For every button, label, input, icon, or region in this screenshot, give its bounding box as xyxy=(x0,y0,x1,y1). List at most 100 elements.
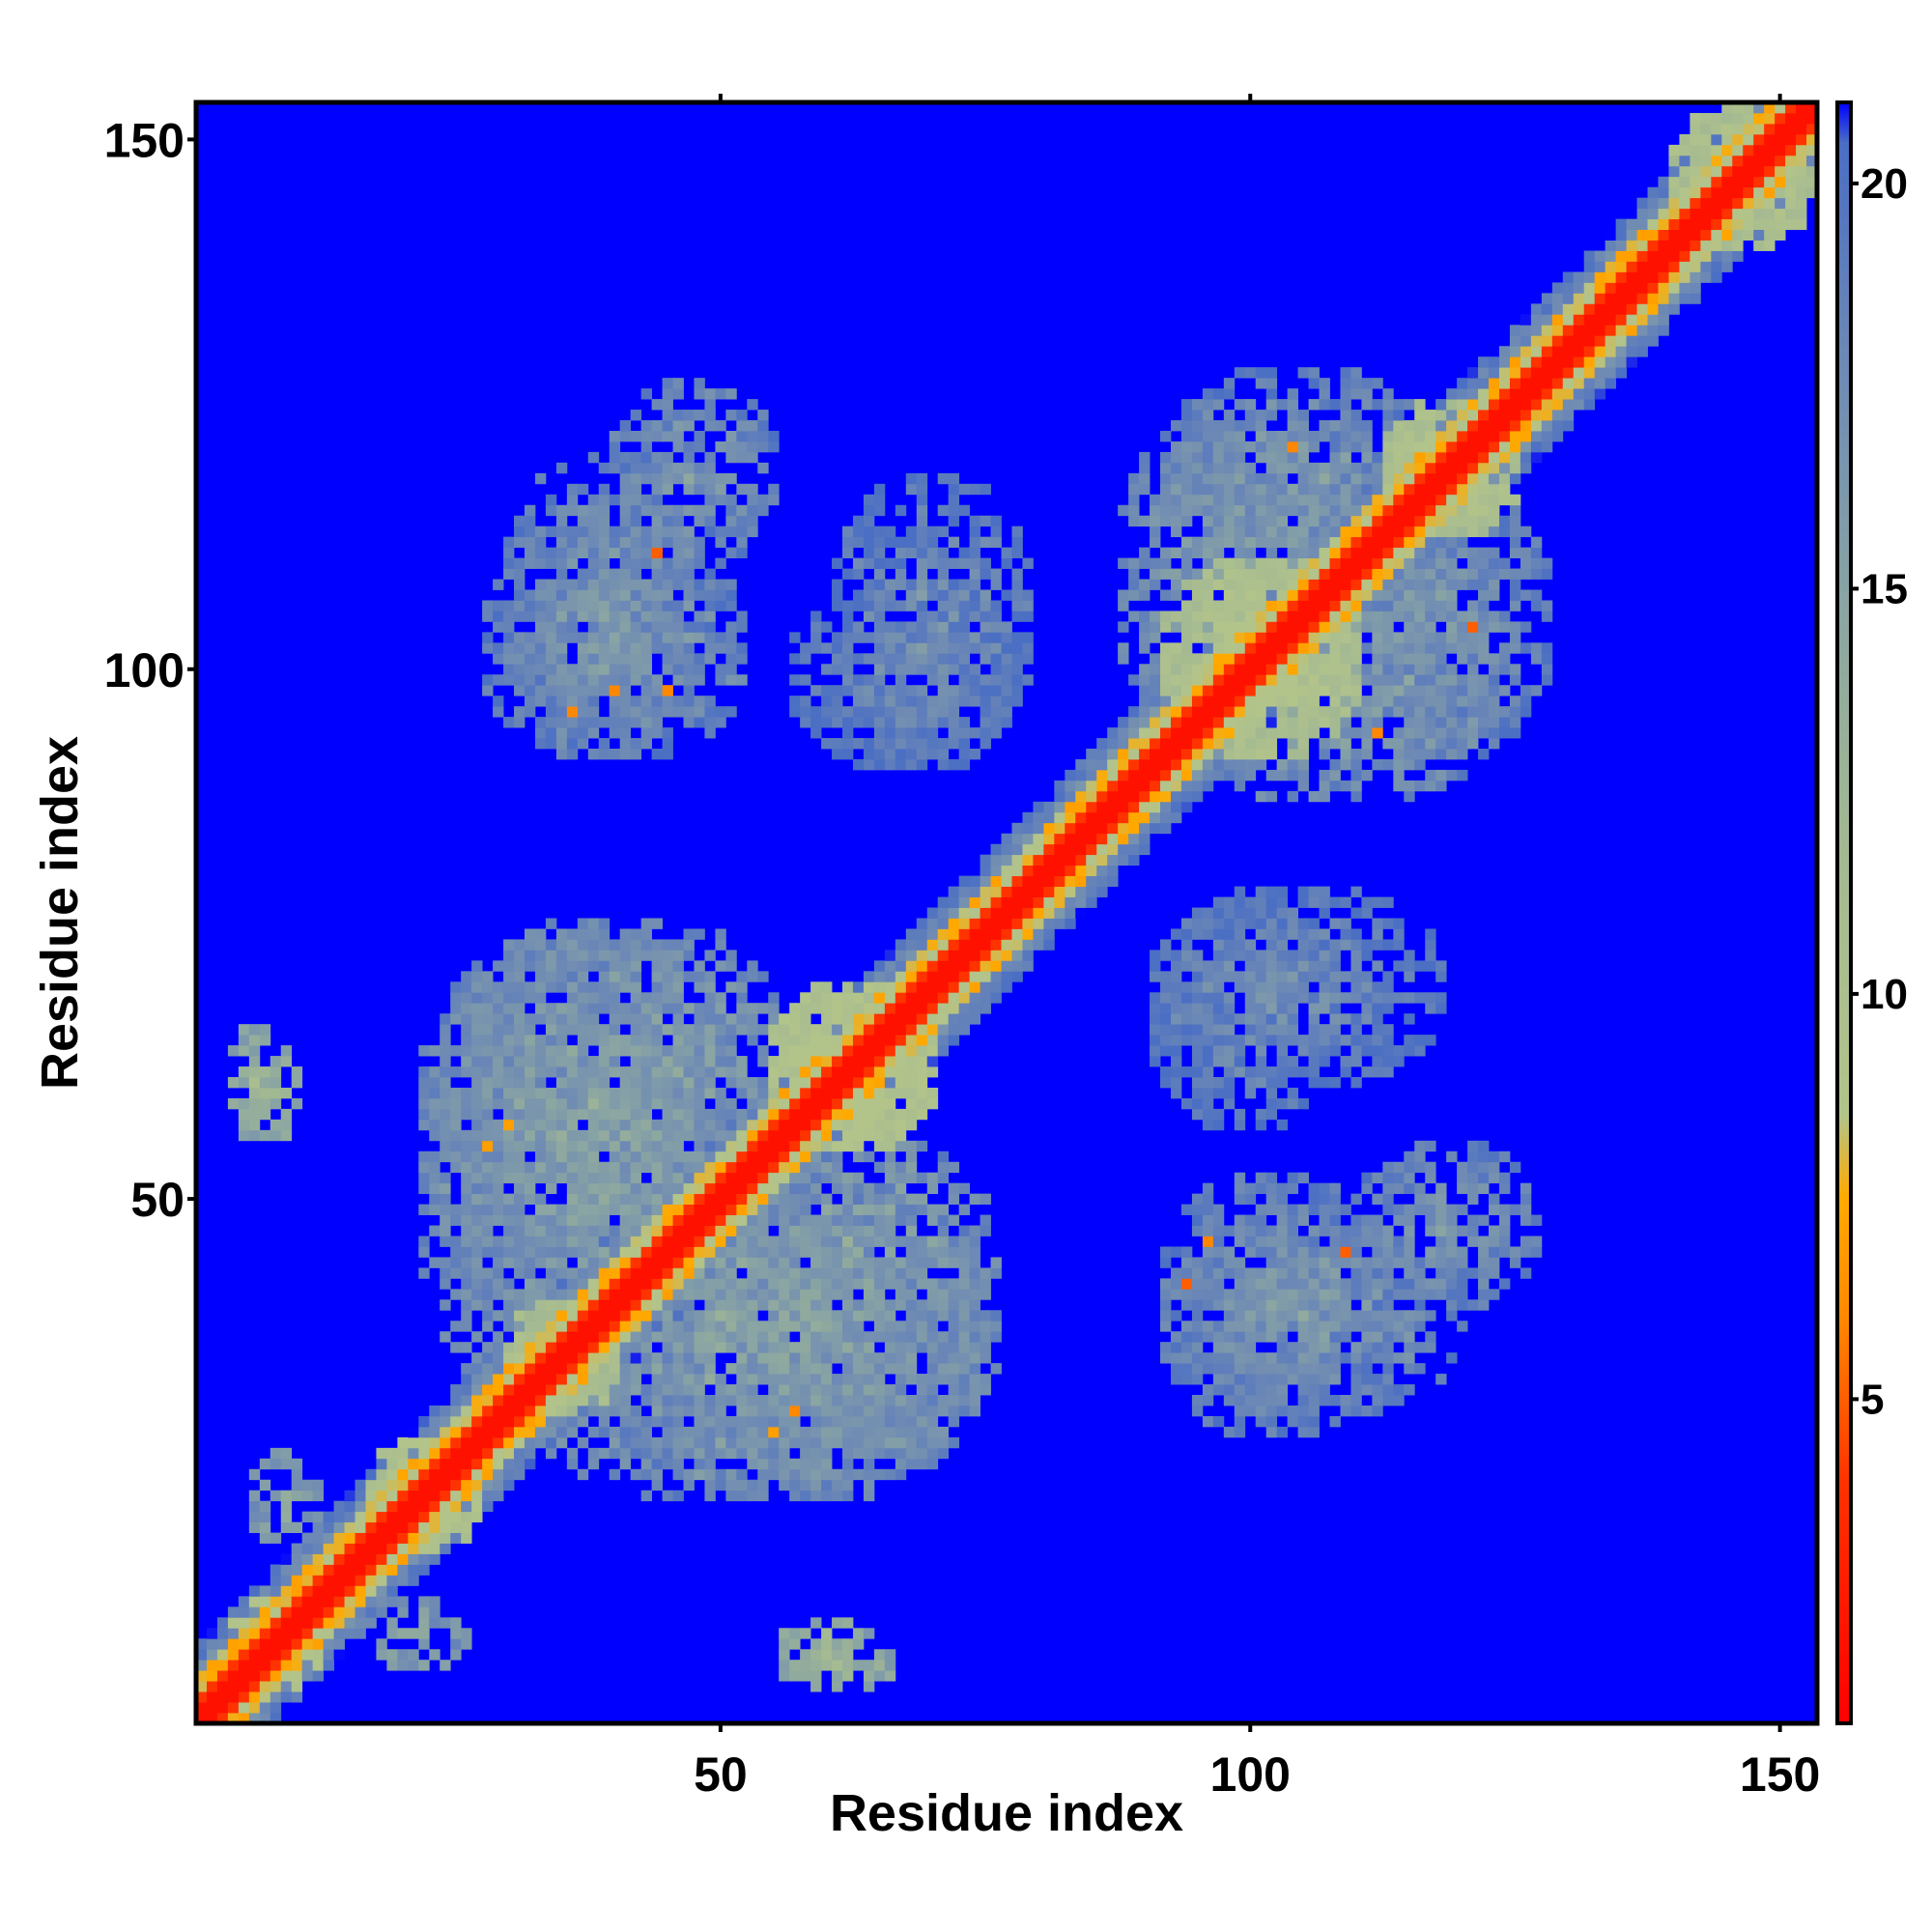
heatmap-cell xyxy=(397,1649,409,1661)
heatmap-cell xyxy=(948,1415,960,1428)
heatmap-cell xyxy=(619,950,632,961)
heatmap-cell xyxy=(651,483,663,496)
heatmap-cell xyxy=(926,579,939,590)
heatmap-cell xyxy=(577,1204,589,1215)
heatmap-cell xyxy=(248,1129,261,1142)
heatmap-cell xyxy=(704,1236,716,1247)
heatmap-cell xyxy=(1255,886,1267,897)
heatmap-cell xyxy=(429,1087,440,1099)
heatmap-cell xyxy=(493,1024,504,1036)
heatmap-cell xyxy=(280,1596,293,1607)
heatmap-cell xyxy=(1170,451,1182,464)
heatmap-cell xyxy=(1150,696,1161,707)
heatmap-cell xyxy=(270,1606,282,1618)
heatmap-cell xyxy=(1033,811,1044,824)
heatmap-cell xyxy=(884,1257,896,1268)
heatmap-cell xyxy=(493,1129,504,1142)
heatmap-cell xyxy=(555,547,568,558)
heatmap-cell xyxy=(662,536,673,549)
heatmap-cell xyxy=(440,1129,451,1142)
heatmap-cell xyxy=(873,758,886,771)
heatmap-cell xyxy=(545,1097,557,1110)
heatmap-cell xyxy=(1234,1013,1246,1025)
heatmap-cell xyxy=(566,611,579,622)
heatmap-cell xyxy=(534,1140,547,1152)
heatmap-cell xyxy=(852,1024,865,1036)
heatmap-cell xyxy=(980,738,991,750)
heatmap-cell xyxy=(1001,886,1012,897)
heatmap-cell xyxy=(514,717,526,728)
heatmap-cell xyxy=(810,1447,822,1460)
heatmap-cell xyxy=(418,1617,430,1629)
heatmap-cell xyxy=(640,388,652,400)
heatmap-cell xyxy=(1202,1204,1214,1215)
heatmap-cell xyxy=(566,1246,579,1258)
heatmap-cell xyxy=(365,1606,377,1618)
heatmap-cell xyxy=(1202,1097,1214,1110)
heatmap-cell xyxy=(1265,388,1278,400)
heatmap-cell xyxy=(672,410,684,421)
heatmap-cell xyxy=(651,1395,663,1406)
heatmap-cell xyxy=(1054,886,1065,897)
heatmap-cell xyxy=(619,738,632,750)
heatmap-cell xyxy=(958,1013,971,1025)
heatmap-cell xyxy=(1128,801,1140,813)
heatmap-cell xyxy=(1180,1352,1193,1364)
heatmap-cell xyxy=(757,1193,769,1205)
heatmap-cell xyxy=(1191,472,1204,485)
heatmap-cell xyxy=(768,1140,780,1152)
heatmap-cell xyxy=(873,1161,886,1174)
heatmap-cell xyxy=(672,568,684,580)
heatmap-cell xyxy=(534,1384,547,1396)
heatmap-cell xyxy=(852,1182,865,1195)
heatmap-cell xyxy=(1255,1352,1267,1364)
heatmap-cell xyxy=(440,1267,451,1279)
heatmap-cell xyxy=(873,600,886,611)
heatmap-cell xyxy=(598,1035,611,1046)
heatmap-cell xyxy=(725,1161,737,1174)
heatmap-cell xyxy=(694,1035,705,1046)
heatmap-cell xyxy=(1276,1352,1289,1364)
heatmap-cell xyxy=(969,1374,980,1385)
heatmap-cell xyxy=(842,1384,854,1396)
heatmap-cell xyxy=(789,1458,801,1470)
heatmap-cell xyxy=(832,1056,843,1067)
heatmap-cell xyxy=(926,632,939,643)
heatmap-cell xyxy=(1011,875,1023,887)
heatmap-cell xyxy=(524,1045,536,1057)
heatmap-cell xyxy=(1011,568,1023,580)
heatmap-cell xyxy=(418,1606,430,1618)
heatmap-cell xyxy=(926,653,939,665)
heatmap-cell xyxy=(832,579,843,590)
heatmap-cell xyxy=(1265,674,1278,686)
heatmap-cell xyxy=(1265,1024,1278,1036)
heatmap-cell xyxy=(482,685,494,696)
heatmap-cell xyxy=(800,1384,811,1396)
heatmap-cell xyxy=(1244,1087,1257,1099)
heatmap-cell xyxy=(863,1310,875,1321)
heatmap-cell xyxy=(609,1129,621,1142)
heatmap-cell xyxy=(1265,440,1278,453)
heatmap-cell xyxy=(980,1267,991,1279)
heatmap-cell xyxy=(493,1035,504,1046)
heatmap-cell xyxy=(736,1310,748,1321)
heatmap-cell xyxy=(1244,950,1257,961)
heatmap-cell xyxy=(672,1267,684,1279)
heatmap-cell xyxy=(545,1225,557,1236)
heatmap-cell xyxy=(1170,1003,1182,1014)
heatmap-cell xyxy=(937,504,950,517)
heatmap-cell xyxy=(555,1310,568,1321)
heatmap-cell xyxy=(926,1204,939,1215)
heatmap-cell xyxy=(1011,589,1023,601)
heatmap-cell xyxy=(619,430,632,442)
heatmap-cell xyxy=(1139,611,1151,622)
heatmap-cell xyxy=(1255,1013,1267,1025)
heatmap-cell xyxy=(852,1447,865,1460)
heatmap-cell xyxy=(1011,896,1023,908)
heatmap-cell xyxy=(1265,1415,1278,1428)
heatmap-cell xyxy=(1170,790,1182,803)
heatmap-cell xyxy=(873,1097,886,1110)
heatmap-cell xyxy=(640,1003,652,1014)
heatmap-cell xyxy=(609,981,621,993)
heatmap-cell xyxy=(619,981,632,993)
